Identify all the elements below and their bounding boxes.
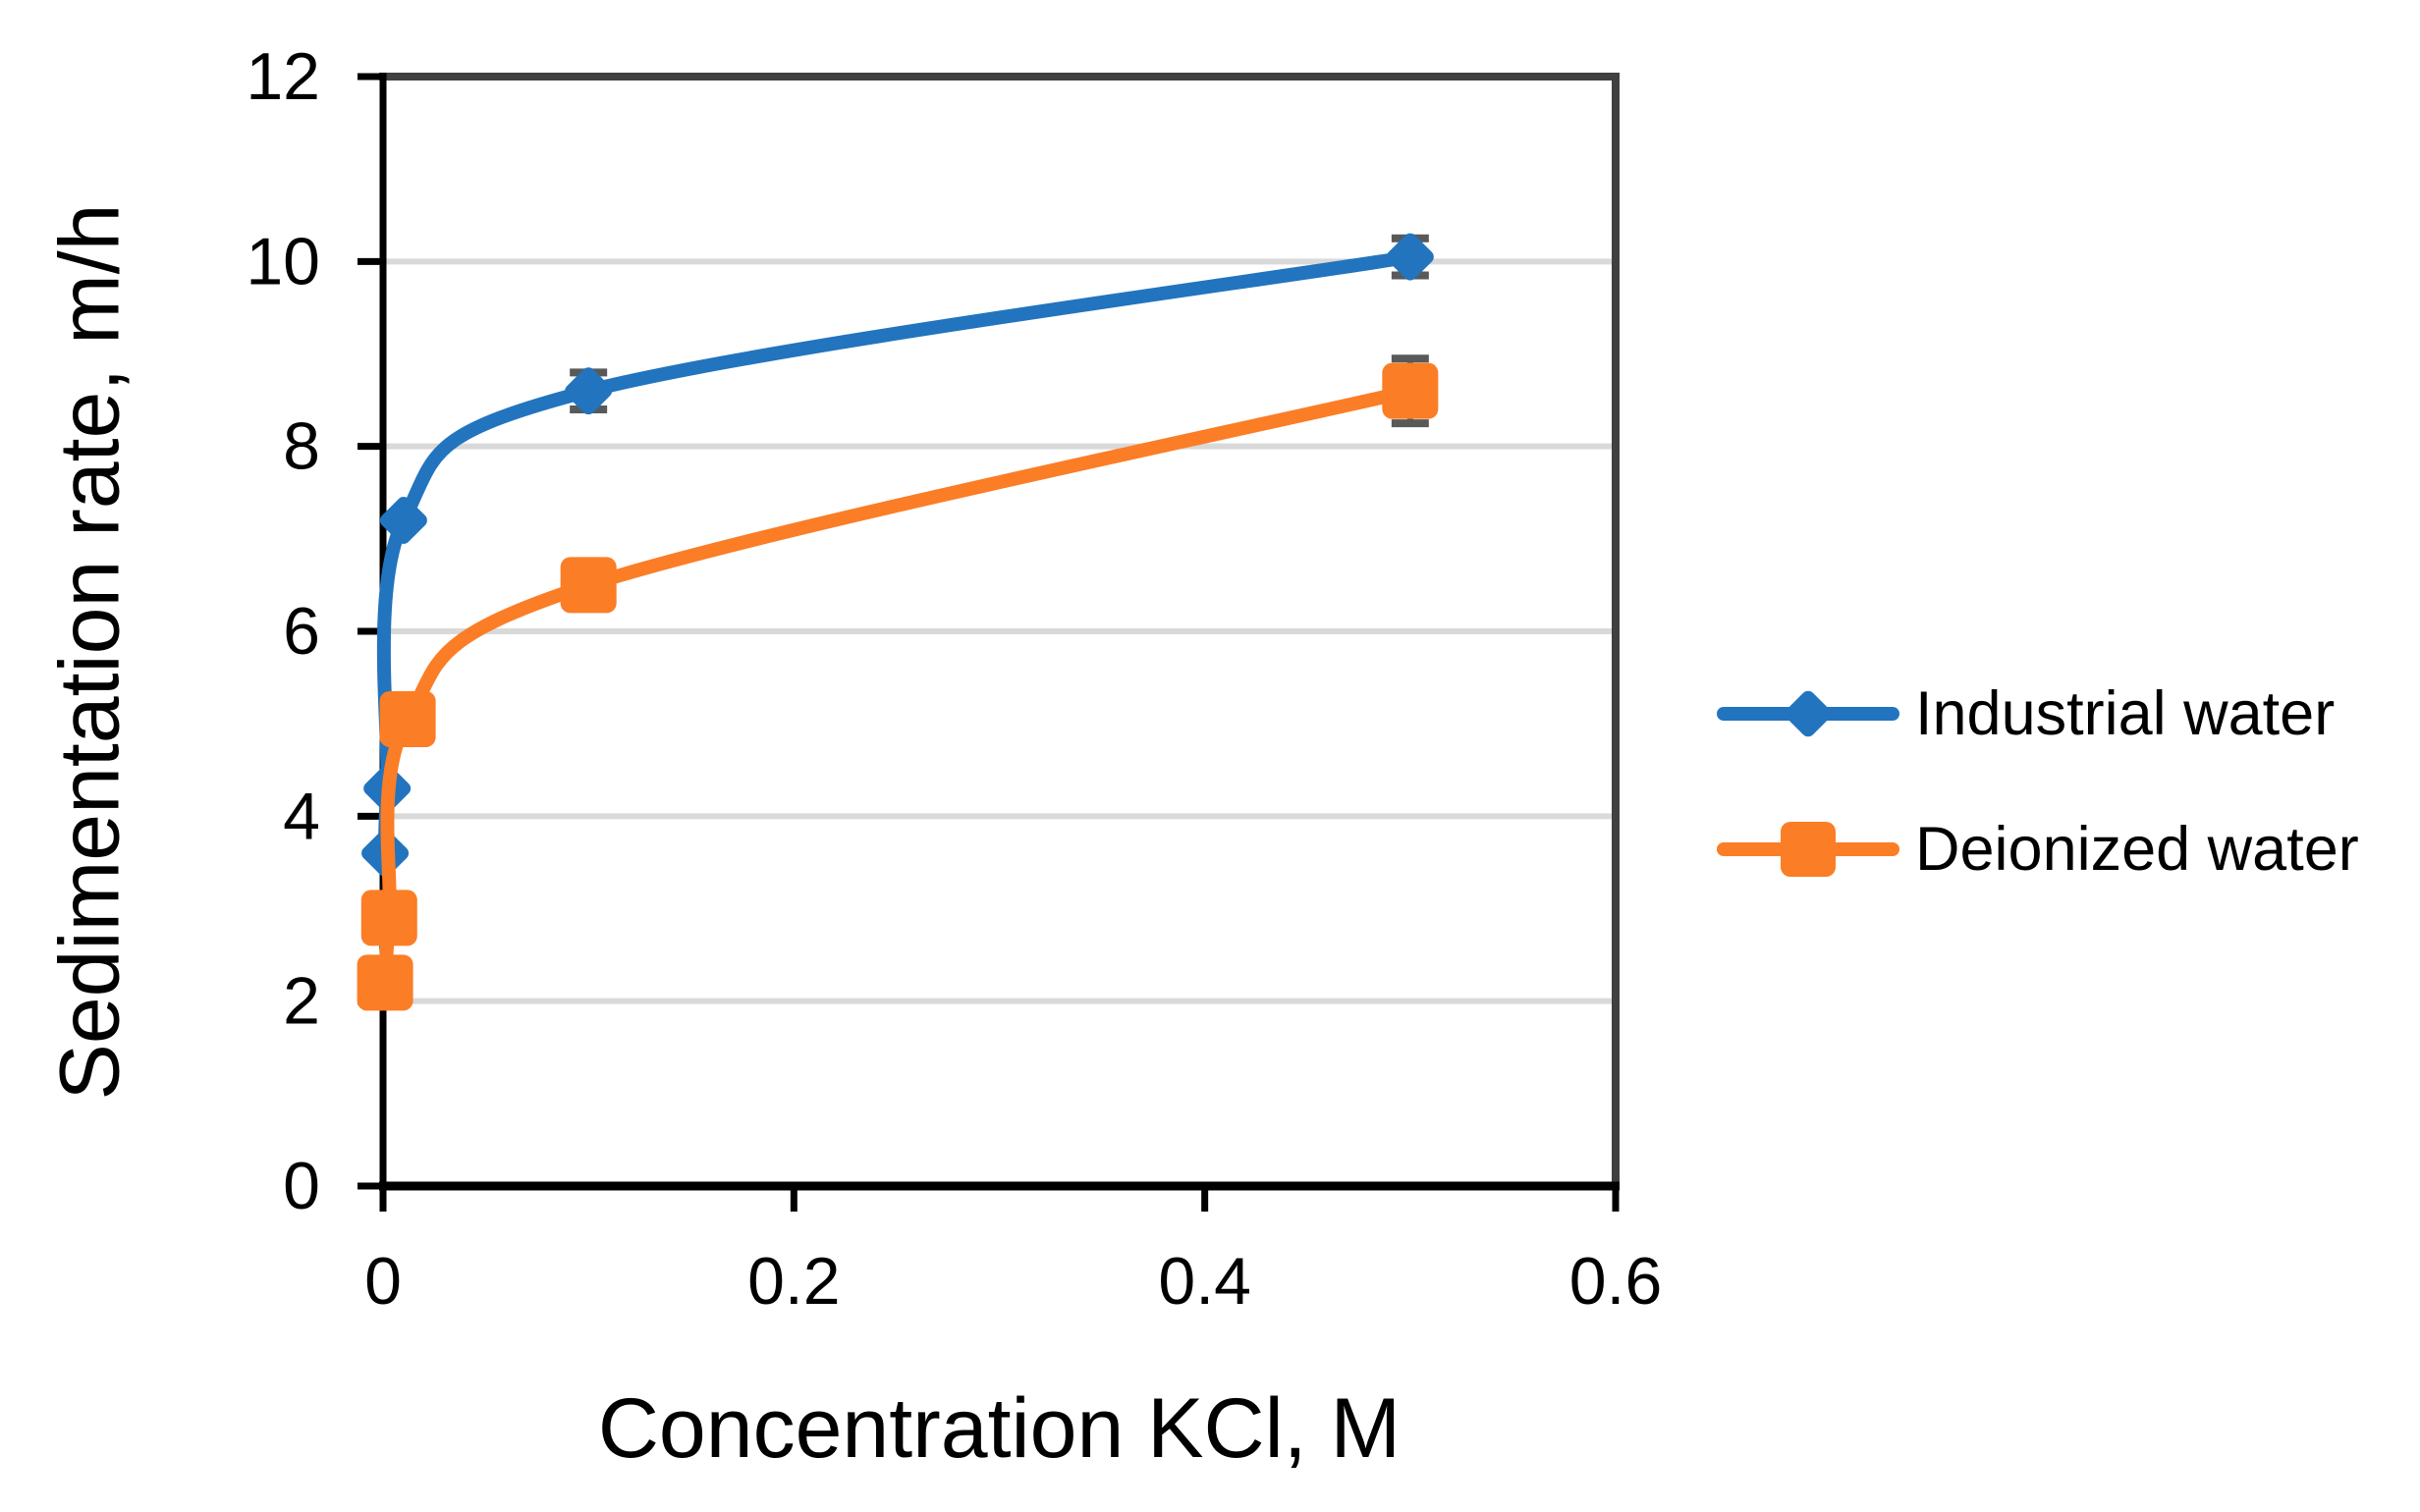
- marker-diamond-industrial-water: [379, 497, 427, 544]
- legend-item-industrial-water: Industrial water: [1715, 669, 2359, 759]
- x-tick-label: 0.2: [747, 1244, 841, 1319]
- marker-diamond-industrial-water: [565, 367, 613, 415]
- marker-square-deionized-water: [379, 690, 436, 747]
- y-tick-label: 6: [283, 594, 320, 669]
- series-line-industrial-water: [376, 249, 1417, 860]
- legend-label-deionized-water: Deionized water: [1915, 815, 2359, 884]
- x-tick-label: 0.4: [1158, 1244, 1251, 1319]
- legend-swatch-industrial-water: [1717, 690, 1899, 737]
- legend-diamond-marker-icon: [1785, 690, 1832, 737]
- y-tick-label: 8: [283, 409, 320, 484]
- x-tick-label: 0: [364, 1244, 402, 1319]
- marker-diamond-industrial-water: [1386, 233, 1434, 281]
- y-axis-title: Sedimentation rate, m/h: [42, 203, 138, 1101]
- legend-swatch-deionized-water: [1717, 822, 1899, 877]
- y-tick-label: 2: [283, 964, 320, 1039]
- legend-item-deionized-water: Deionized water: [1715, 804, 2359, 894]
- marker-square-deionized-water: [360, 890, 417, 946]
- y-tick-label: 0: [283, 1149, 320, 1223]
- marker-square-deionized-water: [357, 954, 413, 1011]
- legend-square-marker-icon: [1781, 822, 1836, 877]
- y-tick-label: 4: [283, 779, 320, 853]
- x-tick-label: 0.6: [1569, 1244, 1663, 1319]
- legend: Industrial water Deionized water: [1715, 669, 2359, 894]
- y-tick-label: 10: [246, 224, 320, 298]
- marker-square-deionized-water: [1382, 362, 1439, 419]
- series-line-deionized-water: [378, 384, 1417, 990]
- y-tick-label: 12: [246, 39, 320, 114]
- x-axis-title: Concentration KCl, M: [597, 1381, 1402, 1476]
- marker-square-deionized-water: [560, 557, 617, 614]
- legend-label-industrial-water: Industrial water: [1915, 679, 2336, 748]
